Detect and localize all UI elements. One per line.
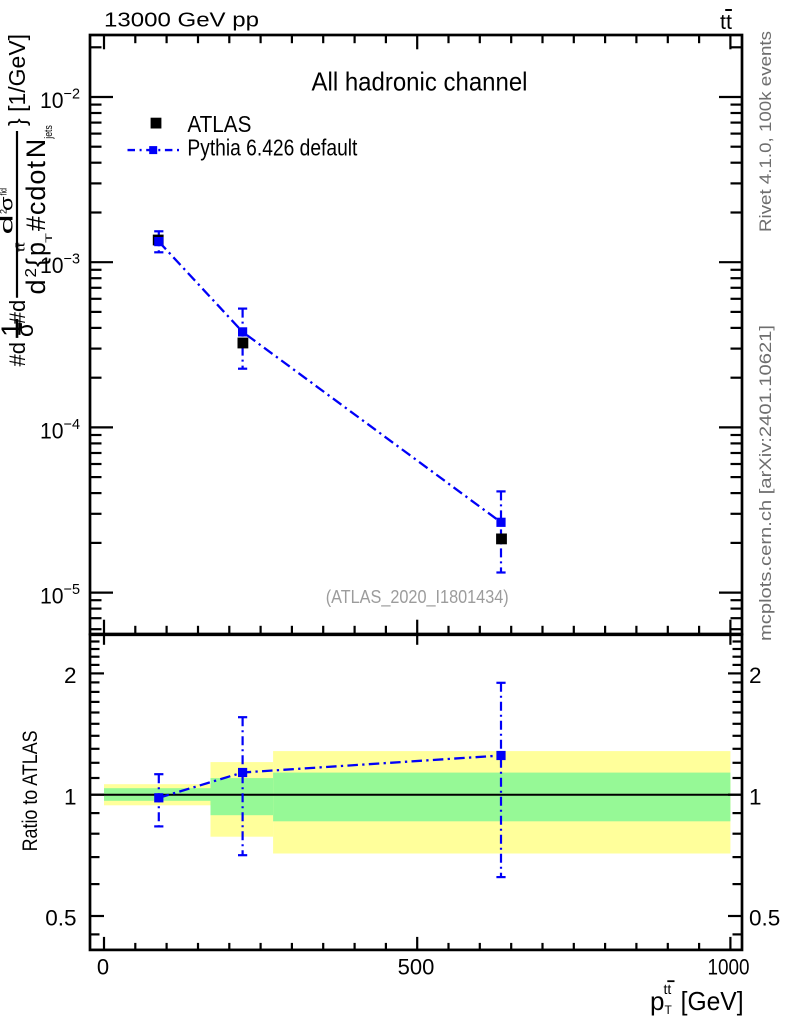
svg-text:T: T [44,232,54,243]
svg-text:ATLAS: ATLAS [187,111,251,137]
svg-text:[GeV]: [GeV] [681,986,744,1016]
svg-text:jets: jets [43,125,55,140]
svg-text:σ: σ [0,196,17,211]
svg-text:1: 1 [749,784,762,809]
svg-text:(ATLAS_2020_I1801434): (ATLAS_2020_I1801434) [326,587,509,608]
svg-text:#d: #d [5,342,30,366]
svg-text:Ratio to ATLAS: Ratio to ATLAS [18,730,42,851]
svg-text:Rivet 4.1.0, 100k events: Rivet 4.1.0, 100k events [756,31,775,232]
svg-text:0: 0 [97,955,109,980]
svg-text:tt̄: tt̄ [15,242,27,252]
svg-text:p: p [21,242,51,256]
svg-text:10−3: 10−3 [40,251,80,279]
svg-text:tt: tt [720,10,732,34]
svg-text:} [1/GeV]: } [1/GeV] [4,34,30,126]
svg-text:0.5: 0.5 [749,906,780,931]
svg-text:0.5: 0.5 [45,906,76,931]
svg-text:p: p [650,986,664,1016]
svg-text:13000 GeV pp: 13000 GeV pp [104,10,259,32]
svg-text:2: 2 [23,268,40,278]
svg-text:#cdot: #cdot [21,160,51,231]
svg-text:mcplots.cern.ch [arXiv:2401.10: mcplots.cern.ch [arXiv:2401.10621] [756,325,775,641]
svg-text:tt: tt [664,981,672,997]
svg-text:{: { [21,258,51,267]
svg-text:d: d [0,215,17,235]
svg-text:fid: fid [0,188,9,196]
svg-text:500: 500 [398,955,435,980]
svg-text:2: 2 [64,663,77,688]
svg-text:Pythia 6.426 default: Pythia 6.426 default [187,135,358,161]
svg-text:All hadronic channel: All hadronic channel [312,67,528,97]
svg-text:T: T [665,1003,673,1017]
svg-text:σ: σ [12,323,38,337]
svg-text:N: N [21,139,51,159]
svg-text:2: 2 [749,663,762,688]
svg-text:2: 2 [0,209,9,214]
svg-text:1: 1 [64,784,77,809]
svg-text:1000: 1000 [708,955,750,980]
svg-text:#d: #d [5,300,30,324]
svg-text:d: d [21,279,51,294]
svg-text:1: 1 [0,321,27,337]
